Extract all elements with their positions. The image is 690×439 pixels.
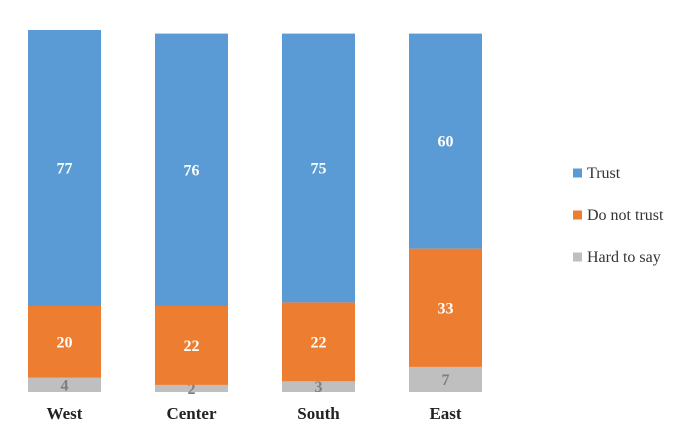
data-label-west-do-not-trust: 20 [57, 334, 73, 351]
data-label-east-do-not-trust: 33 [438, 300, 454, 317]
bar-west-trust [28, 30, 101, 306]
bar-south-do-not-trust [282, 302, 355, 382]
category-label-west: West [47, 404, 83, 423]
data-label-center-hard-to-say: 2 [188, 381, 196, 398]
legend-label-do-not-trust: Do not trust [587, 207, 664, 224]
bar-center-do-not-trust [155, 306, 228, 385]
data-label-east-hard-to-say: 7 [442, 372, 450, 389]
category-label-east: East [429, 404, 461, 423]
legend-swatch-trust [573, 168, 582, 178]
bar-west-do-not-trust [28, 306, 101, 378]
bar-east-do-not-trust [409, 248, 482, 367]
category-labels: West Center South East [47, 404, 462, 423]
data-label-south-trust: 75 [311, 161, 327, 178]
legend-label-hard-to-say: Hard to say [587, 249, 661, 266]
bar-south-trust [282, 33, 355, 303]
legend-label-trust: Trust [587, 165, 621, 182]
data-label-south-do-not-trust: 22 [311, 334, 327, 351]
category-label-center: Center [166, 404, 216, 423]
data-label-center-do-not-trust: 22 [184, 338, 200, 355]
legend: Trust Do not trust Hard to say [573, 165, 664, 266]
bar-center-trust [155, 33, 228, 306]
bar-center-hard-to-say [155, 384, 228, 392]
category-label-south: South [297, 404, 340, 423]
data-label-south-hard-to-say: 3 [315, 379, 323, 396]
legend-swatch-hard-to-say [573, 252, 582, 262]
data-label-center-trust: 76 [184, 162, 200, 179]
bar-south-hard-to-say [282, 381, 355, 392]
data-label-west-hard-to-say: 4 [61, 377, 69, 394]
bar-east-hard-to-say [409, 366, 482, 392]
bar-west-hard-to-say [28, 377, 101, 392]
data-label-east-trust: 60 [438, 134, 454, 151]
legend-swatch-do-not-trust [573, 210, 582, 220]
data-label-west-trust: 77 [57, 161, 73, 178]
bar-east-trust [409, 33, 482, 249]
